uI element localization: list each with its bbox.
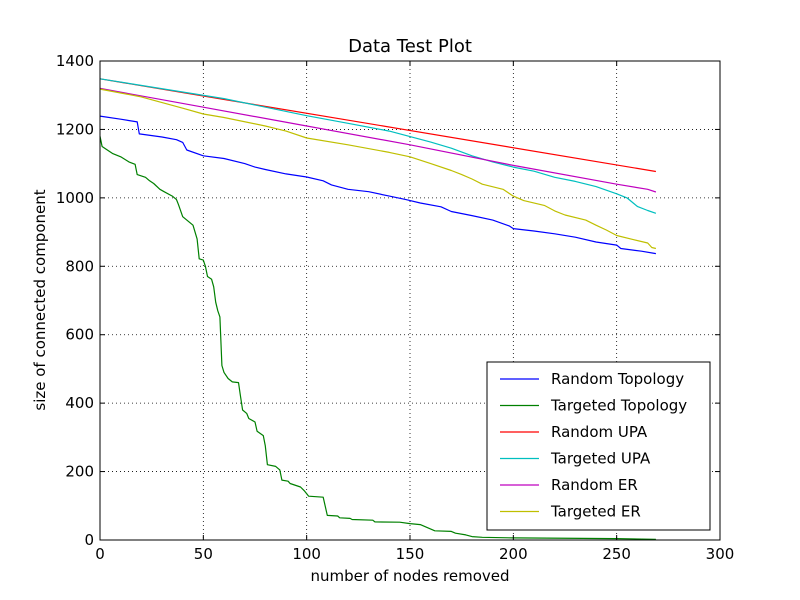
y-tick-label: 800 [65, 257, 94, 275]
x-tick-label: 300 [706, 545, 735, 563]
legend-label-targeted-topology: Targeted Topology [550, 397, 687, 415]
y-tick-label: 1400 [56, 52, 94, 70]
legend-label-targeted-er: Targeted ER [550, 503, 641, 521]
x-tick-label: 50 [194, 545, 213, 563]
y-tick-label: 400 [65, 394, 94, 412]
legend-label-targeted-upa: Targeted UPA [550, 450, 651, 468]
series-line-random-upa [99, 78, 656, 173]
series-line-targeted-topology [99, 136, 656, 540]
series-line-random-topology [99, 115, 656, 255]
y-tick-label: 1200 [56, 120, 94, 138]
y-tick-label: 200 [65, 463, 94, 481]
y-tick-label: 1000 [56, 189, 94, 207]
chart-title: Data Test Plot [348, 36, 472, 57]
legend-label-random-upa: Random UPA [551, 423, 648, 441]
axis-ticks: 0 50 100 150 200 250 300 0 200 400 600 800 1000 1200 1… [56, 52, 735, 563]
x-tick-label: 100 [292, 545, 321, 563]
y-tick-label: 0 [84, 531, 94, 549]
x-tick-label: 200 [499, 545, 528, 563]
legend-box [486, 361, 711, 531]
series-line-random-er [99, 87, 657, 193]
legend: Random Topology Targeted Topology Random U… [486, 361, 711, 531]
y-axis-label: size of connected component [31, 189, 49, 410]
series-line-targeted-upa [99, 78, 657, 214]
x-tick-label: 250 [602, 545, 631, 563]
x-axis-label: number of nodes removed [310, 567, 509, 585]
series-line-targeted-er [99, 88, 657, 250]
y-tick-label: 600 [65, 326, 94, 344]
legend-label-random-er: Random ER [551, 476, 638, 494]
x-tick-label: 0 [95, 545, 105, 563]
legend-label-random-topology: Random Topology [551, 370, 684, 388]
series-layer [99, 78, 657, 540]
x-tick-label: 150 [396, 545, 425, 563]
